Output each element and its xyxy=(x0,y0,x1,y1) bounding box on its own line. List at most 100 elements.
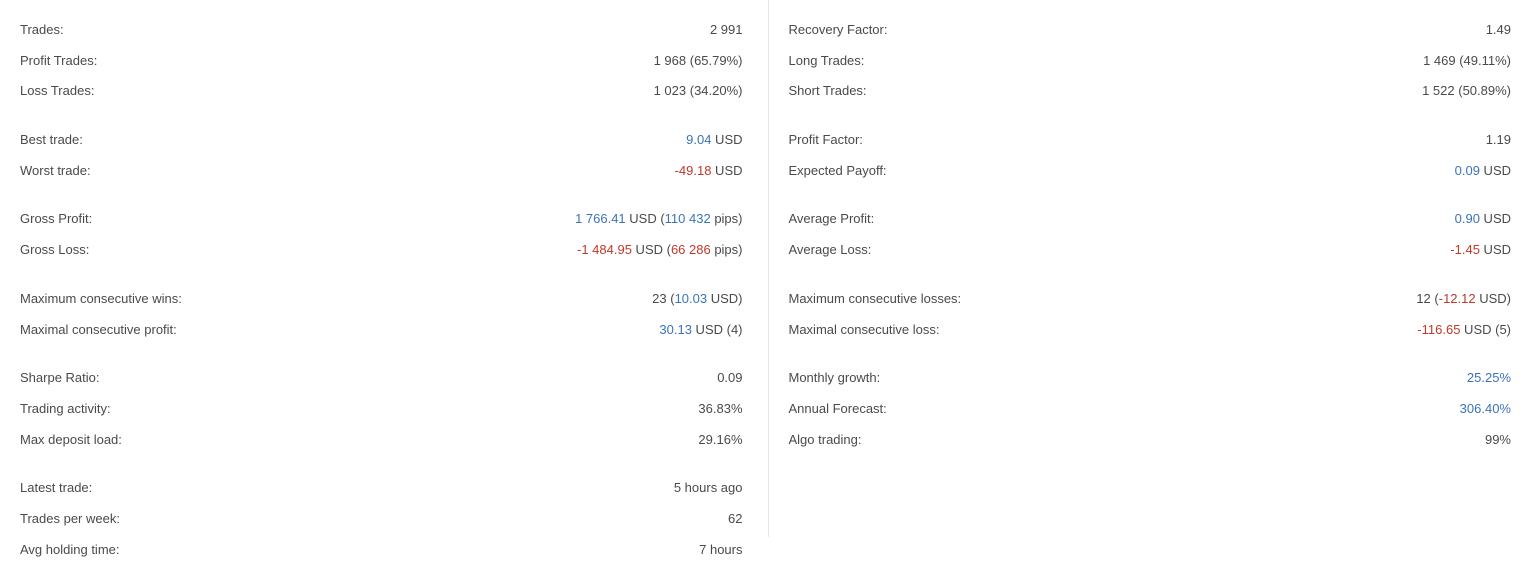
row-algo-trading: Algo trading: 99% xyxy=(789,425,1512,456)
value-best-trade: 9.04 USD xyxy=(686,128,742,153)
value-sharpe: 0.09 xyxy=(717,366,742,391)
value-max-cons-loss: -116.65 USD (5) xyxy=(1417,318,1511,343)
expected-payoff-unit: USD xyxy=(1480,163,1511,178)
row-short-trades: Short Trades: 1 522 (50.89%) xyxy=(789,76,1512,107)
value-short-trades: 1 522 (50.89%) xyxy=(1422,79,1511,104)
value-long-trades: 1 469 (49.11%) xyxy=(1423,49,1511,74)
row-sharpe: Sharpe Ratio: 0.09 xyxy=(20,363,743,394)
row-max-deposit-load: Max deposit load: 29.16% xyxy=(20,425,743,456)
value-profit-factor: 1.19 xyxy=(1486,128,1511,153)
label-expected-payoff: Expected Payoff: xyxy=(789,159,887,184)
row-activity: Trading activity: 36.83% xyxy=(20,394,743,425)
label-max-cons-wins: Maximum consecutive wins: xyxy=(20,287,182,312)
best-trade-unit: USD xyxy=(711,132,742,147)
value-max-cons-losses: 12 (-12.12 USD) xyxy=(1416,287,1511,312)
label-avg-profit: Average Profit: xyxy=(789,207,875,232)
right-column: Recovery Factor: 1.49 Long Trades: 1 469… xyxy=(769,0,1536,537)
value-avg-profit: 0.90 USD xyxy=(1455,207,1511,232)
gross-loss-tail: pips) xyxy=(711,242,743,257)
gross-profit-num: 1 766.41 xyxy=(575,211,626,226)
row-monthly-growth: Monthly growth: 25.25% xyxy=(789,363,1512,394)
label-short-trades: Short Trades: xyxy=(789,79,867,104)
label-max-deposit-load: Max deposit load: xyxy=(20,428,122,453)
gross-loss-num: -1 484.95 xyxy=(577,242,632,257)
avg-loss-num: -1.45 xyxy=(1450,242,1480,257)
row-avg-profit: Average Profit: 0.90 USD xyxy=(789,204,1512,235)
label-best-trade: Best trade: xyxy=(20,128,83,153)
row-loss-trades: Loss Trades: 1 023 (34.20%) xyxy=(20,76,743,107)
value-expected-payoff: 0.09 USD xyxy=(1455,159,1511,184)
group-trades-summary: Trades: 2 991 Profit Trades: 1 968 (65.7… xyxy=(20,15,743,107)
row-profit-factor: Profit Factor: 1.19 xyxy=(789,125,1512,156)
row-latest-trade: Latest trade: 5 hours ago xyxy=(20,473,743,504)
value-avg-loss: -1.45 USD xyxy=(1450,238,1511,263)
label-monthly-growth: Monthly growth: xyxy=(789,366,881,391)
avg-profit-unit: USD xyxy=(1480,211,1511,226)
max-cons-losses-num: -12.12 xyxy=(1439,291,1476,306)
value-worst-trade: -49.18 USD xyxy=(675,159,743,184)
value-max-deposit-load: 29.16% xyxy=(698,428,742,453)
value-latest-trade: 5 hours ago xyxy=(674,476,743,501)
avg-loss-unit: USD xyxy=(1480,242,1511,257)
row-max-cons-wins: Maximum consecutive wins: 23 (10.03 USD) xyxy=(20,284,743,315)
max-cons-profit-post: USD (4) xyxy=(692,322,743,337)
label-algo-trading: Algo trading: xyxy=(789,428,862,453)
row-trades: Trades: 2 991 xyxy=(20,15,743,46)
max-cons-profit-num: 30.13 xyxy=(659,322,692,337)
label-activity: Trading activity: xyxy=(20,397,111,422)
group-consecutive-wins: Maximum consecutive wins: 23 (10.03 USD)… xyxy=(20,284,743,345)
max-cons-losses-pre: 12 ( xyxy=(1416,291,1438,306)
label-recovery-factor: Recovery Factor: xyxy=(789,18,888,43)
value-gross-loss: -1 484.95 USD (66 286 pips) xyxy=(577,238,743,263)
label-sharpe: Sharpe Ratio: xyxy=(20,366,100,391)
max-cons-wins-num: 10.03 xyxy=(675,291,708,306)
value-recovery-factor: 1.49 xyxy=(1486,18,1511,43)
label-max-cons-loss: Maximal consecutive loss: xyxy=(789,318,940,343)
left-column: Trades: 2 991 Profit Trades: 1 968 (65.7… xyxy=(0,0,769,537)
row-max-cons-losses: Maximum consecutive losses: 12 (-12.12 U… xyxy=(789,284,1512,315)
gross-profit-tail: pips) xyxy=(711,211,743,226)
label-gross-profit: Gross Profit: xyxy=(20,207,92,232)
label-avg-holding: Avg holding time: xyxy=(20,538,120,563)
value-algo-trading: 99% xyxy=(1485,428,1511,453)
group-best-worst: Best trade: 9.04 USD Worst trade: -49.18… xyxy=(20,125,743,186)
row-best-trade: Best trade: 9.04 USD xyxy=(20,125,743,156)
label-trades-per-week: Trades per week: xyxy=(20,507,120,532)
row-worst-trade: Worst trade: -49.18 USD xyxy=(20,156,743,187)
label-avg-loss: Average Loss: xyxy=(789,238,872,263)
value-max-cons-profit: 30.13 USD (4) xyxy=(659,318,742,343)
value-loss-trades: 1 023 (34.20%) xyxy=(654,79,743,104)
row-annual-forecast: Annual Forecast: 306.40% xyxy=(789,394,1512,425)
row-gross-loss: Gross Loss: -1 484.95 USD (66 286 pips) xyxy=(20,235,743,266)
group-averages: Average Profit: 0.90 USD Average Loss: -… xyxy=(789,204,1512,265)
label-trades: Trades: xyxy=(20,18,64,43)
value-activity: 36.83% xyxy=(698,397,742,422)
row-recovery-factor: Recovery Factor: 1.49 xyxy=(789,15,1512,46)
value-max-cons-wins: 23 (10.03 USD) xyxy=(652,287,742,312)
row-gross-profit: Gross Profit: 1 766.41 USD (110 432 pips… xyxy=(20,204,743,235)
label-latest-trade: Latest trade: xyxy=(20,476,92,501)
expected-payoff-num: 0.09 xyxy=(1455,163,1480,178)
value-gross-profit: 1 766.41 USD (110 432 pips) xyxy=(575,207,742,232)
gross-profit-pips: 110 432 xyxy=(665,211,711,226)
row-long-trades: Long Trades: 1 469 (49.11%) xyxy=(789,46,1512,77)
max-cons-loss-num: -116.65 xyxy=(1417,322,1460,337)
group-consecutive-losses: Maximum consecutive losses: 12 (-12.12 U… xyxy=(789,284,1512,345)
max-cons-losses-post: USD) xyxy=(1476,291,1511,306)
group-recovery: Recovery Factor: 1.49 Long Trades: 1 469… xyxy=(789,15,1512,107)
stats-container: Trades: 2 991 Profit Trades: 1 968 (65.7… xyxy=(0,0,1536,537)
label-worst-trade: Worst trade: xyxy=(20,159,91,184)
value-trades: 2 991 xyxy=(710,18,743,43)
row-profit-trades: Profit Trades: 1 968 (65.79%) xyxy=(20,46,743,77)
value-profit-trades: 1 968 (65.79%) xyxy=(654,49,743,74)
group-timing: Latest trade: 5 hours ago Trades per wee… xyxy=(20,473,743,565)
value-trades-per-week: 62 xyxy=(728,507,742,532)
group-growth: Monthly growth: 25.25% Annual Forecast: … xyxy=(789,363,1512,455)
label-max-cons-profit: Maximal consecutive profit: xyxy=(20,318,177,343)
row-avg-holding: Avg holding time: 7 hours xyxy=(20,535,743,565)
label-profit-factor: Profit Factor: xyxy=(789,128,863,153)
label-gross-loss: Gross Loss: xyxy=(20,238,89,263)
value-annual-forecast: 306.40% xyxy=(1460,397,1511,422)
row-expected-payoff: Expected Payoff: 0.09 USD xyxy=(789,156,1512,187)
best-trade-num: 9.04 xyxy=(686,132,711,147)
